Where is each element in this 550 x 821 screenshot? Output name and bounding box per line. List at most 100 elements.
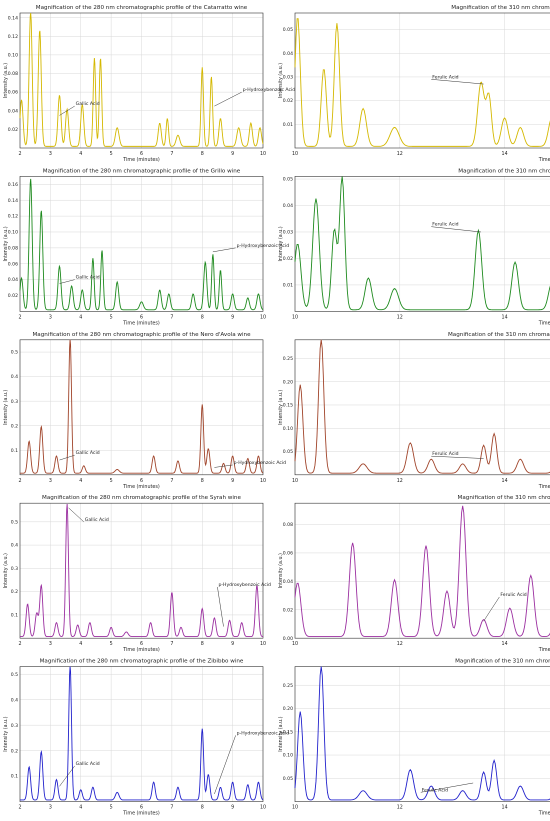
peak-point [117, 793, 118, 794]
peak-point [171, 593, 172, 594]
chart-title: Magnification of the 280 nm chromatograp… [42, 495, 241, 501]
annotation-arrow [483, 596, 500, 622]
x-tick-label: 10 [260, 478, 266, 484]
x-tick-label: 5 [110, 805, 113, 811]
x-tick-label: 10 [260, 151, 266, 157]
peak-point [27, 605, 28, 606]
annotation-label: p-Hydroxybenzoic Acid [237, 243, 290, 249]
x-tick-label: 10 [292, 314, 298, 320]
peak-point [36, 614, 37, 615]
peak-point [70, 666, 71, 667]
series-line [294, 339, 550, 474]
peak-point [82, 291, 83, 292]
y-tick-label: 0.01 [283, 122, 293, 128]
x-tick-label: 8 [201, 805, 204, 811]
y-tick-label: 0.05 [283, 776, 293, 782]
x-tick-label: 14 [502, 151, 508, 157]
peak-point [168, 295, 169, 296]
y-tick-label: 0.16 [8, 182, 18, 188]
annotation-arrow [68, 507, 84, 523]
x-tick-label: 3 [49, 641, 52, 647]
y-axis-label: Intensity (a.u.) [3, 226, 9, 261]
annotation-label: p-Hydroxybenzoic Acid [218, 582, 271, 588]
x-tick-label: 3 [49, 151, 52, 157]
peak-point [177, 136, 178, 137]
x-axis-label: Time (minutes) [122, 484, 160, 490]
chart-panel-3: Magnification of the 280 nm chromatograp… [3, 168, 289, 326]
peak-point [202, 405, 203, 406]
peak-point [150, 624, 151, 625]
peak-point [483, 773, 484, 774]
y-tick-label: 0.05 [283, 177, 293, 183]
x-tick-label: 3 [49, 314, 52, 320]
x-tick-label: 3 [49, 478, 52, 484]
y-axis-label: Intensity (a.u.) [278, 63, 284, 98]
axes-frame [19, 502, 264, 639]
y-axis-label: Intensity (a.u.) [278, 226, 284, 261]
chart-panel-6: Magnification of the 310 nm chromatograp… [278, 332, 550, 490]
y-tick-label: 0.3 [11, 723, 18, 729]
y-tick-label: 0.10 [8, 230, 18, 236]
peak-point [41, 428, 42, 429]
x-tick-label: 14 [502, 805, 508, 811]
x-tick-label: 2 [18, 478, 21, 484]
x-tick-label: 2 [18, 314, 21, 320]
peak-point [394, 290, 395, 291]
y-tick-label: 0.10 [283, 753, 293, 759]
axes-frame [19, 176, 264, 312]
annotation-label: p-Hydroxybenzoic Acid [237, 730, 290, 736]
annotation-arrow [212, 247, 236, 253]
peak-point [220, 271, 221, 272]
x-tick-label: 12 [397, 805, 403, 811]
peak-point [410, 771, 411, 772]
annotation-arrow [59, 454, 75, 461]
peak-point [30, 180, 31, 181]
annotation-label: Gallic Acid [76, 275, 100, 281]
x-tick-label: 6 [140, 641, 143, 647]
x-axis-label: Time (minutes) [122, 811, 160, 817]
series-line [294, 666, 550, 801]
annotation-arrow [431, 455, 484, 459]
x-tick-label: 6 [140, 151, 143, 157]
y-tick-label: 0.02 [8, 293, 18, 299]
peak-point [229, 621, 230, 622]
y-tick-label: 0.02 [8, 127, 18, 133]
y-tick-label: 0.12 [8, 34, 18, 40]
series-line [19, 12, 264, 147]
x-tick-label: 9 [231, 641, 234, 647]
series-line [20, 666, 264, 801]
y-tick-label: 0.04 [283, 203, 293, 209]
peak-point [111, 628, 112, 629]
y-tick-label: 0.2 [11, 423, 18, 429]
chart-title: Magnification of the 310 nm chromatograp… [448, 332, 550, 338]
peak-point [180, 628, 181, 629]
axes-frame [294, 666, 550, 802]
y-tick-label: 0.00 [283, 636, 293, 642]
x-tick-label: 7 [170, 151, 173, 157]
peak-point [94, 59, 95, 60]
peak-point [80, 791, 81, 792]
peak-point [258, 295, 259, 296]
peak-point [117, 129, 118, 130]
chart-panel-4: Magnification of the 310 nm chromatograp… [278, 168, 550, 326]
x-tick-label: 4 [79, 805, 82, 811]
chart-panel-8: Magnification of the 310 nm chromatograp… [278, 495, 550, 653]
y-tick-label: 0.14 [8, 198, 18, 204]
series-line [19, 178, 264, 311]
peak-point [232, 295, 233, 296]
x-tick-label: 9 [231, 314, 234, 320]
y-tick-label: 0.04 [8, 108, 18, 114]
peak-point [363, 110, 364, 111]
annotation-arrow [431, 226, 482, 233]
x-tick-label: 8 [201, 314, 204, 320]
y-tick-label: 0.1 [11, 613, 18, 619]
axes-frame [294, 339, 550, 476]
peak-point [297, 17, 298, 18]
peak-point [223, 464, 224, 465]
y-tick-label: 0.25 [283, 683, 293, 689]
chart-title: Magnification of the 280 nm chromatograp… [43, 168, 241, 174]
x-tick-label: 7 [170, 641, 173, 647]
y-tick-label: 0.01 [283, 283, 293, 289]
x-tick-label: 6 [140, 805, 143, 811]
y-axis-label: Intensity (a.u.) [278, 716, 284, 751]
